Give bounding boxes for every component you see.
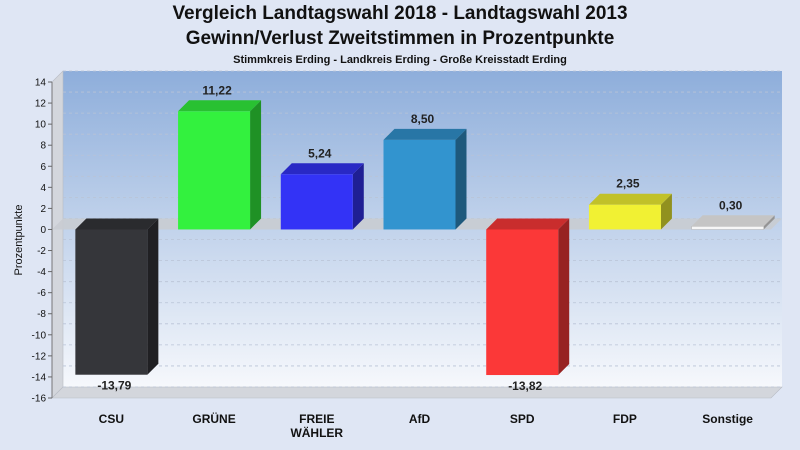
y-tick-label: 0 xyxy=(40,225,46,236)
bar-freie-wähler xyxy=(280,163,364,230)
bar-side xyxy=(558,218,570,376)
bar-top xyxy=(383,128,467,140)
chart-title-line-2: Gewinn/Verlust Zweitstimmen in Prozentpu… xyxy=(185,28,615,49)
bar-grüne xyxy=(178,100,262,230)
chart-subtitle: Stimmkreis Erding - Landkreis Erding - G… xyxy=(233,54,567,66)
data-label: 2,35 xyxy=(616,177,640,191)
y-tick-label: -6 xyxy=(37,288,46,299)
y-tick-label: -4 xyxy=(37,267,46,278)
bar-top xyxy=(588,193,672,205)
bar-front xyxy=(486,229,559,376)
data-label: 11,22 xyxy=(202,83,232,97)
data-label: -13,82 xyxy=(508,379,542,393)
data-label: 0,30 xyxy=(719,198,743,212)
bar-spd xyxy=(486,218,570,376)
bar-afd xyxy=(383,128,467,230)
bar-fdp xyxy=(588,193,672,230)
bar-front xyxy=(588,204,661,230)
y-tick-label: -14 xyxy=(32,372,47,383)
bar-sonstige xyxy=(691,215,775,230)
plot-floor xyxy=(51,386,783,399)
bar-side xyxy=(660,193,672,230)
y-tick-label: 8 xyxy=(40,141,46,152)
data-label: 8,50 xyxy=(411,112,435,126)
bar-top xyxy=(691,215,775,227)
y-tick-label: -16 xyxy=(32,394,47,405)
bar-csu xyxy=(75,218,159,375)
bar-top xyxy=(75,218,159,230)
plot-left-wall xyxy=(51,70,64,399)
x-tick-label: WÄHLER xyxy=(290,425,343,440)
y-tick-label: 4 xyxy=(40,183,46,194)
x-tick-label: FREIE xyxy=(299,412,334,426)
bar-side xyxy=(455,128,467,230)
bar-side xyxy=(352,163,364,230)
y-tick-label: 10 xyxy=(35,120,47,131)
data-label: 5,24 xyxy=(308,146,332,160)
bar-front xyxy=(691,226,764,230)
y-tick-label: -12 xyxy=(32,351,47,362)
data-label: -13,79 xyxy=(97,379,131,393)
x-tick-label: SPD xyxy=(510,412,535,426)
x-tick-label: FDP xyxy=(613,412,637,426)
y-tick-label: -10 xyxy=(32,330,47,341)
y-tick-label: -8 xyxy=(37,309,46,320)
x-tick-label: Sonstige xyxy=(702,412,753,426)
bar-side xyxy=(250,100,262,230)
y-tick-label: 6 xyxy=(40,162,46,173)
chart-title: Vergleich Landtagswahl 2018 - Landtagswa… xyxy=(172,3,628,24)
bar-top xyxy=(178,100,262,112)
bar-front xyxy=(383,139,456,230)
x-tick-label: GRÜNE xyxy=(192,411,235,426)
bar-top xyxy=(486,218,570,230)
y-axis-title: Prozentpunkte xyxy=(13,205,25,276)
bar-side xyxy=(763,215,775,230)
x-tick-label: AfD xyxy=(409,412,431,426)
bar-front xyxy=(75,229,148,375)
y-tick-label: -2 xyxy=(37,246,46,257)
y-tick-label: 14 xyxy=(35,78,47,89)
y-tick-label: 2 xyxy=(40,204,46,215)
bar-front xyxy=(178,111,251,230)
x-tick-label: CSU xyxy=(99,412,124,426)
bar-front xyxy=(280,174,353,230)
bar-side xyxy=(147,218,159,375)
bar-top xyxy=(280,163,364,175)
y-tick-label: 12 xyxy=(35,99,47,110)
